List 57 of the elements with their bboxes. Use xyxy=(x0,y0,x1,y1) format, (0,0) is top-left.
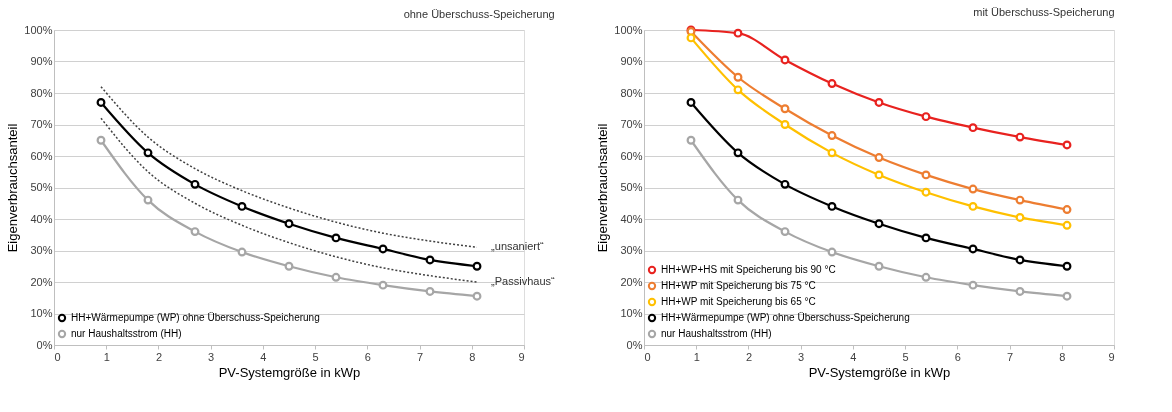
annotation: „Passivhaus“ xyxy=(491,275,556,287)
x-tick-label: 8 xyxy=(1059,350,1066,363)
x-axis-title: PV-Systemgröße in kWp xyxy=(808,364,951,380)
y-tick-label: 80% xyxy=(620,86,643,99)
y-tick-label: 70% xyxy=(620,118,643,130)
y-tick-label: 30% xyxy=(30,244,53,256)
y-tick-label: 100% xyxy=(24,23,53,36)
x-tick-label: 8 xyxy=(469,350,476,363)
y-tick-label: 70% xyxy=(30,118,53,130)
legend-label: HH+Wärmepumpe (WP) ohne Überschuss-Speicherung xyxy=(661,312,910,323)
y-tick-label: 100% xyxy=(614,23,643,36)
y-tick-label: 0% xyxy=(36,338,53,351)
y-tick-label: 50% xyxy=(620,181,643,193)
legend-label: HH+WP+HS mit Speicherung bis 90 °C xyxy=(661,264,836,275)
legend-label: nur Haushaltsstrom (HH) xyxy=(71,328,182,339)
chart-title: mit Überschuss-Speicherung xyxy=(973,6,1115,19)
x-tick-label: 3 xyxy=(798,350,805,363)
y-tick-label: 30% xyxy=(620,244,643,256)
y-tick-label: 10% xyxy=(620,307,643,319)
y-tick-label: 60% xyxy=(620,149,643,162)
y-tick-label: 80% xyxy=(30,86,53,99)
chart-title: ohne Überschuss-Speicherung xyxy=(403,8,555,20)
x-tick-label: 9 xyxy=(518,350,525,363)
x-tick-label: 2 xyxy=(155,350,163,363)
legend-label: HH+WP mit Speicherung bis 65 °C xyxy=(661,296,816,307)
y-tick-label: 90% xyxy=(620,55,643,67)
y-axis-title: Eigenverbrauchsanteil xyxy=(5,123,21,253)
x-tick-label: 0 xyxy=(54,350,61,363)
x-tick-label: 1 xyxy=(693,350,700,363)
legend-label: HH+WP mit Speicherung bis 75 °C xyxy=(661,280,816,291)
y-tick-label: 50% xyxy=(30,181,53,193)
y-tick-label: 0% xyxy=(626,338,643,351)
x-tick-label: 6 xyxy=(954,350,961,363)
y-tick-label: 60% xyxy=(30,149,53,162)
y-tick-label: 20% xyxy=(620,275,643,288)
y-tick-label: 20% xyxy=(30,275,53,288)
x-tick-label: 0 xyxy=(644,350,651,363)
x-tick-label: 3 xyxy=(208,350,215,363)
x-tick-label: 4 xyxy=(850,350,857,363)
annotation: „unsaniert“ xyxy=(491,240,545,253)
legend-label: nur Haushaltsstrom (HH) xyxy=(661,328,772,339)
x-tick-label: 2 xyxy=(745,350,753,363)
x-tick-label: 7 xyxy=(1006,350,1014,363)
y-tick-label: 40% xyxy=(620,212,643,225)
x-axis-title: PV-Systemgröße in kWp xyxy=(218,364,361,380)
legend-label: HH+Wärmepumpe (WP) ohne Überschuss-Speicherung xyxy=(71,312,320,323)
x-tick-label: 4 xyxy=(260,350,267,363)
x-tick-label: 9 xyxy=(1108,350,1115,363)
x-tick-label: 7 xyxy=(416,350,424,363)
y-tick-label: 90% xyxy=(30,55,53,67)
x-tick-label: 5 xyxy=(902,350,909,363)
y-axis-title: Eigenverbrauchsanteil xyxy=(595,123,611,253)
y-tick-label: 40% xyxy=(30,212,53,225)
x-tick-label: 6 xyxy=(364,350,371,363)
y-tick-label: 10% xyxy=(30,307,53,319)
x-tick-label: 5 xyxy=(312,350,319,363)
x-tick-label: 1 xyxy=(103,350,110,363)
